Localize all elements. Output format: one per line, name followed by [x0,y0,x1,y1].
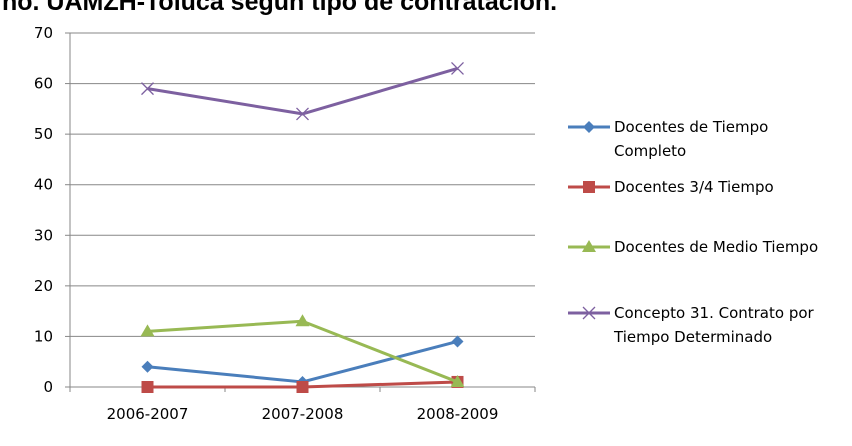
data-point [296,381,309,393]
legend-label: Docentes de Tiempo [614,118,768,136]
legend: Docentes de Tiempo Completo Docentes 3/4 T… [568,118,818,346]
series [140,61,465,393]
y-tick-label: 50 [34,125,53,143]
x-tick-label: 2008-2009 [417,405,499,423]
legend-label: Docentes de Medio Tiempo [614,238,818,256]
series-line [147,66,458,116]
x-tick-label: 2006-2007 [107,405,189,423]
series-1 [141,335,464,388]
data-point [296,107,309,121]
y-tick-label: 70 [34,24,53,42]
y-tick-label: 30 [34,226,53,244]
legend-marker [583,181,595,193]
data-point [450,374,465,387]
series-4 [141,61,464,121]
y-tick-label: 20 [34,277,53,295]
x-tick-label: 2007-2008 [262,405,344,423]
y-tick-label: 40 [34,176,53,194]
chart-title: ño. UAMZH-Toluca según tipo de contratac… [2,0,557,16]
data-point [295,314,310,327]
series-line [147,319,459,384]
legend-marker [583,121,595,133]
legend-label: Tiempo Determinado [613,328,772,346]
series-2 [141,375,464,393]
data-point [141,381,154,393]
series-3 [140,314,465,387]
legend-item: Docentes de Tiempo Completo [568,118,768,160]
y-axis-ticks: 0 10 20 30 40 50 60 70 [34,24,53,396]
y-tick-label: 10 [34,327,53,345]
legend-label: Docentes 3/4 Tiempo [614,178,774,196]
legend-item: Concepto 31. Contrato por Tiempo Determin… [568,304,815,346]
axes [65,32,536,392]
legend-label: Completo [614,142,686,160]
data-point [141,82,154,96]
legend-marker [582,306,596,320]
y-tick-label: 60 [34,75,53,93]
gridlines [70,32,535,337]
legend-label: Concepto 31. Contrato por [614,304,815,322]
data-point [451,335,464,348]
data-point [140,324,155,337]
data-point [451,61,464,75]
y-tick-label: 0 [43,378,53,396]
legend-marker [582,240,596,252]
x-axis-ticks: 2006-2007 2007-2008 2008-2009 [107,405,499,423]
series-line [147,340,458,384]
legend-item: Docentes 3/4 Tiempo [568,178,774,196]
legend-item: Docentes de Medio Tiempo [568,238,818,256]
data-point [141,360,154,373]
